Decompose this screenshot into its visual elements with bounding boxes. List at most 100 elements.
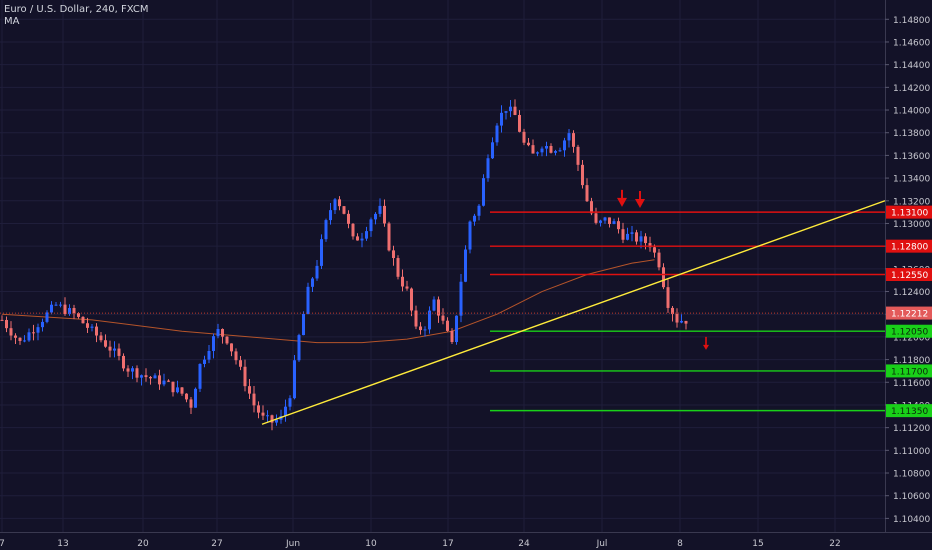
candle[interactable] xyxy=(86,317,89,334)
candle[interactable] xyxy=(477,204,481,221)
candle[interactable] xyxy=(392,245,395,266)
candle[interactable] xyxy=(599,219,602,227)
candle[interactable] xyxy=(149,376,152,385)
candle[interactable] xyxy=(5,316,8,333)
candle[interactable] xyxy=(234,348,238,365)
candle[interactable] xyxy=(338,196,341,211)
candle[interactable] xyxy=(464,245,467,283)
candle[interactable] xyxy=(518,110,521,133)
candle[interactable] xyxy=(635,229,638,245)
candle[interactable] xyxy=(243,359,247,392)
candle[interactable] xyxy=(225,336,229,345)
candle[interactable] xyxy=(621,222,625,244)
candle[interactable] xyxy=(351,222,355,240)
candle[interactable] xyxy=(522,128,526,146)
candle[interactable] xyxy=(27,328,31,342)
candle[interactable] xyxy=(99,332,103,343)
symbol-title[interactable]: Euro / U.S. Dollar, 240, FXCM xyxy=(4,4,149,15)
candle[interactable] xyxy=(122,353,125,372)
candle[interactable] xyxy=(446,317,449,332)
candle[interactable] xyxy=(171,381,175,397)
candle[interactable] xyxy=(162,373,166,387)
candle[interactable] xyxy=(293,355,296,400)
candle[interactable] xyxy=(275,414,278,426)
candle[interactable] xyxy=(585,178,589,203)
candle[interactable] xyxy=(14,333,17,345)
candle[interactable] xyxy=(158,369,161,390)
candle[interactable] xyxy=(212,333,215,359)
candle[interactable] xyxy=(320,234,323,270)
candle[interactable] xyxy=(104,334,107,348)
indicator-label[interactable]: MA xyxy=(4,16,20,27)
candle[interactable] xyxy=(252,385,256,413)
candle[interactable] xyxy=(306,282,310,315)
candle[interactable] xyxy=(261,405,265,420)
arrow-down-icon[interactable] xyxy=(635,190,645,208)
arrow-down-icon[interactable] xyxy=(703,336,709,350)
candle[interactable] xyxy=(432,296,436,312)
candle[interactable] xyxy=(54,302,58,306)
candle[interactable] xyxy=(374,212,377,225)
candle[interactable] xyxy=(423,326,427,337)
candle[interactable] xyxy=(468,220,472,254)
candle[interactable] xyxy=(239,356,242,371)
candle[interactable] xyxy=(144,368,148,382)
candle[interactable] xyxy=(153,373,157,379)
arrow-down-icon[interactable] xyxy=(617,189,627,207)
candle[interactable] xyxy=(554,149,557,156)
candle[interactable] xyxy=(545,141,548,157)
candle[interactable] xyxy=(491,137,494,160)
candle[interactable] xyxy=(41,318,44,332)
candle[interactable] xyxy=(50,301,53,315)
candle[interactable] xyxy=(248,378,251,400)
candle[interactable] xyxy=(504,111,508,120)
candle[interactable] xyxy=(509,99,512,118)
candle[interactable] xyxy=(617,217,620,234)
candle[interactable] xyxy=(90,323,94,332)
candle[interactable] xyxy=(59,301,62,308)
candle[interactable] xyxy=(311,277,314,293)
candle[interactable] xyxy=(95,323,98,343)
candle[interactable] xyxy=(257,401,260,419)
candle[interactable] xyxy=(176,380,179,394)
candle[interactable] xyxy=(126,365,130,378)
candle[interactable] xyxy=(428,306,431,334)
candle[interactable] xyxy=(473,213,476,226)
candle[interactable] xyxy=(288,395,292,411)
candle[interactable] xyxy=(680,314,683,324)
candle[interactable] xyxy=(72,304,76,320)
candle[interactable] xyxy=(63,297,67,316)
candle[interactable] xyxy=(167,379,170,383)
candle[interactable] xyxy=(612,218,616,225)
candle[interactable] xyxy=(207,344,211,364)
candle[interactable] xyxy=(302,311,305,336)
candle[interactable] xyxy=(360,232,364,248)
candle[interactable] xyxy=(36,323,40,341)
candle[interactable] xyxy=(221,328,224,344)
candle[interactable] xyxy=(198,363,202,393)
candle[interactable] xyxy=(284,399,287,422)
candle[interactable] xyxy=(437,296,440,323)
candle[interactable] xyxy=(189,397,193,414)
candle[interactable] xyxy=(140,374,143,386)
candle[interactable] xyxy=(23,335,26,343)
candle[interactable] xyxy=(657,249,661,271)
candle[interactable] xyxy=(500,105,503,133)
candle[interactable] xyxy=(594,207,598,225)
candle[interactable] xyxy=(482,174,485,207)
candle[interactable] xyxy=(666,279,670,313)
candle[interactable] xyxy=(131,366,134,380)
candle[interactable] xyxy=(45,310,49,324)
candle[interactable] xyxy=(671,306,674,322)
candle[interactable] xyxy=(576,144,580,172)
candle[interactable] xyxy=(378,198,382,217)
time-axis[interactable]: 7 13 20 27 Jun 10 17 24 Jul 8 15 22 xyxy=(0,539,841,549)
candle[interactable] xyxy=(81,316,85,324)
candle[interactable] xyxy=(527,137,530,147)
candle[interactable] xyxy=(117,343,121,361)
candle[interactable] xyxy=(626,227,629,241)
candle[interactable] xyxy=(324,218,328,242)
candle[interactable] xyxy=(441,308,445,325)
candle[interactable] xyxy=(297,333,301,362)
